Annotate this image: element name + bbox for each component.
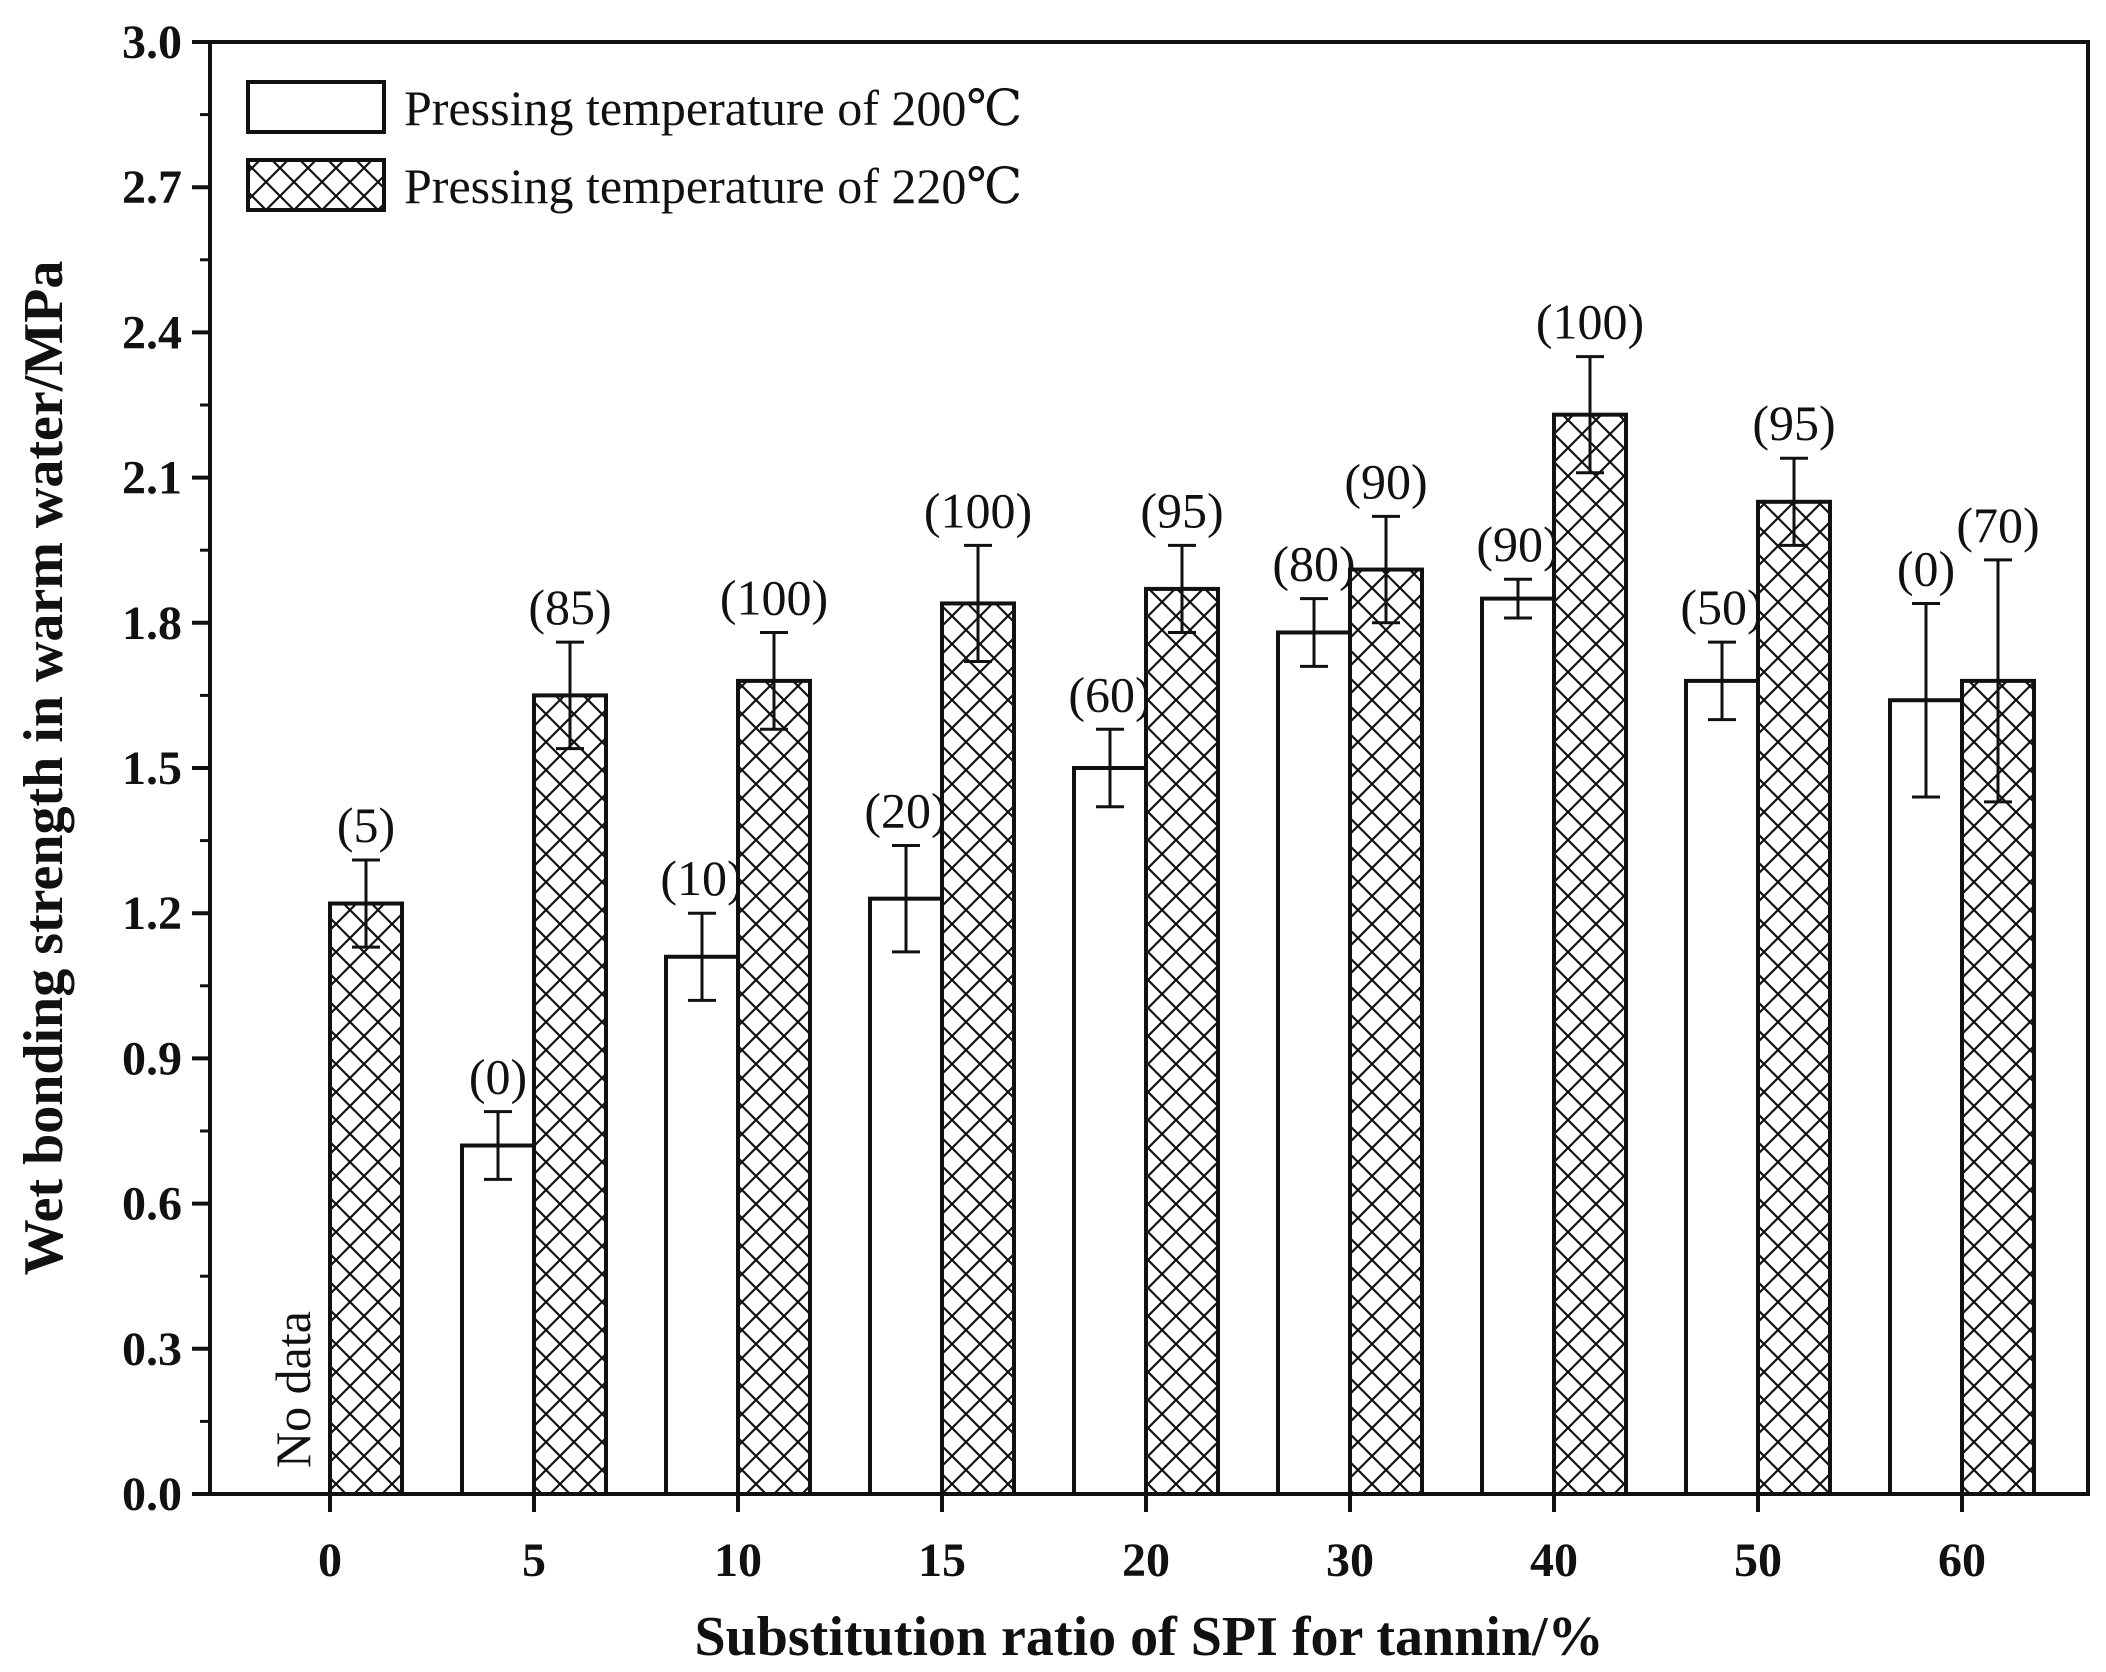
bar-s1-c1: [532, 693, 608, 1496]
y-tick-label-1: 0.3: [122, 1323, 182, 1376]
x-tick-label-8: 60: [1938, 1534, 1986, 1587]
data-label-s0-c6: (90): [1476, 516, 1559, 572]
x-tick-label-2: 10: [714, 1534, 762, 1587]
data-label-s0-c1: (0): [469, 1049, 527, 1105]
y-tick-label-10: 3.0: [122, 16, 182, 69]
bar-s1-c3: [940, 601, 1016, 1496]
y-tick-label-4: 1.2: [122, 887, 182, 940]
data-label-s1-c0: (5): [337, 797, 395, 853]
bar-s0-c5: [1276, 630, 1352, 1496]
bar-s0-c8: [1888, 698, 1964, 1496]
annotation-no-data: No data: [265, 1311, 321, 1468]
x-tick-label-1: 5: [522, 1534, 546, 1587]
bar-s1-c2: [736, 678, 812, 1496]
legend-swatch-220: [246, 158, 386, 212]
bar-s0-c1: [460, 1143, 536, 1497]
bar-s1-c8: [1960, 678, 2036, 1496]
x-tick-label-0: 0: [318, 1534, 342, 1587]
data-label-s1-c6: (100): [1536, 294, 1644, 350]
data-label-s0-c2: (10): [660, 850, 743, 906]
data-label-s1-c2: (100): [720, 569, 828, 625]
data-label-s1-c3: (100): [924, 482, 1032, 538]
y-tick-label-8: 2.4: [122, 306, 182, 359]
data-label-s0-c3: (20): [864, 782, 947, 838]
y-tick-label-6: 1.8: [122, 597, 182, 650]
bar-s0-c2: [664, 954, 740, 1496]
y-tick-label-0: 0.0: [122, 1468, 182, 1521]
bar-s1-c5: [1348, 567, 1424, 1496]
data-label-s0-c5: (80): [1272, 536, 1355, 592]
bar-s0-c7: [1684, 678, 1760, 1496]
data-label-s1-c7: (95): [1752, 395, 1835, 451]
x-tick-label-7: 50: [1734, 1534, 1782, 1587]
bar-s1-c6: [1552, 412, 1628, 1496]
bar-s0-c6: [1480, 596, 1556, 1496]
bar-s1-c0: [328, 901, 404, 1496]
bar-s0-c3: [868, 896, 944, 1496]
y-tick-label-5: 1.5: [122, 742, 182, 795]
y-tick-label-7: 2.1: [122, 452, 182, 505]
y-axis-title: Wet bonding strength in warm water/MPa: [13, 261, 75, 1276]
data-label-s1-c4: (95): [1140, 482, 1223, 538]
data-label-s1-c8: (70): [1956, 497, 2039, 553]
legend-label-220: Pressing temperature of 220℃: [404, 158, 1022, 214]
data-label-s0-c8: (0): [1897, 540, 1955, 596]
bar-s1-c7: [1756, 499, 1832, 1496]
x-tick-label-6: 40: [1530, 1534, 1578, 1587]
legend: Pressing temperature of 200℃ Pressing te…: [246, 80, 1022, 214]
y-tick-label-3: 0.9: [122, 1032, 182, 1085]
data-label-s1-c5: (90): [1344, 453, 1427, 509]
bar-s0-c4: [1072, 766, 1148, 1496]
x-tick-label-5: 30: [1326, 1534, 1374, 1587]
y-tick-label-2: 0.6: [122, 1178, 182, 1231]
data-label-s0-c4: (60): [1068, 666, 1151, 722]
x-tick-label-4: 20: [1122, 1534, 1170, 1587]
legend-label-200: Pressing temperature of 200℃: [404, 80, 1022, 136]
y-tick-label-9: 2.7: [122, 161, 182, 214]
legend-swatch-200: [246, 80, 386, 134]
x-tick-label-3: 15: [918, 1534, 966, 1587]
data-label-s0-c7: (50): [1680, 579, 1763, 635]
x-axis-title: Substitution ratio of SPI for tannin/%: [694, 1606, 1603, 1668]
plot-frame: [208, 40, 2090, 1496]
data-label-s1-c1: (85): [528, 579, 611, 635]
bar-s1-c4: [1144, 586, 1220, 1496]
